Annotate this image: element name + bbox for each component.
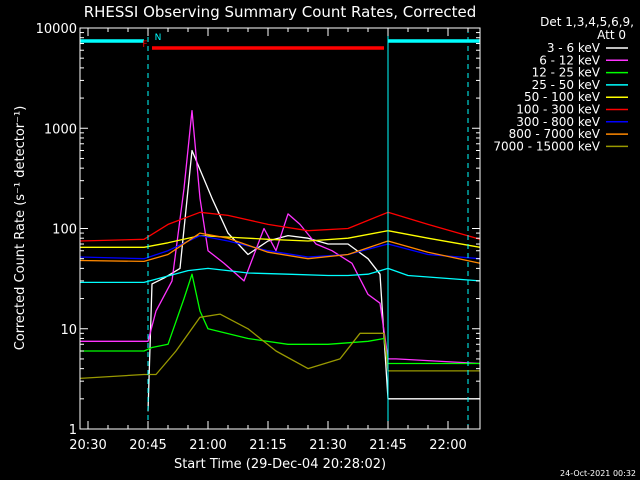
- legend-label-7000-15000-kev: 7000 - 15000 keV: [493, 139, 600, 153]
- legend-label-25-50-kev: 25 - 50 keV: [532, 78, 601, 92]
- series-line-6-12-kev: [80, 109, 481, 365]
- x-tick-label: 21:45: [369, 438, 406, 453]
- y-tick-label: 10000: [36, 22, 77, 37]
- series-layer: [79, 109, 481, 412]
- series-line-100-300-kev: [79, 211, 481, 242]
- y-tick-label: 1: [69, 423, 77, 438]
- series-line-300-800-kev: [79, 234, 481, 260]
- state-bar-layer: NF: [80, 33, 480, 50]
- series-line-3-6-kev: [147, 149, 480, 412]
- series-line-7000-15000-kev: [79, 313, 480, 380]
- chart-title: RHESSI Observing Summary Count Rates, Co…: [84, 3, 477, 21]
- y-tick-labels: 1 10 100 1000 10000: [36, 22, 77, 438]
- x-axis-label: Start Time (29-Dec-04 20:28:02): [174, 457, 386, 472]
- x-tick-label: 20:30: [69, 438, 106, 453]
- legend-title-line-1: Det 1,3,4,5,6,9,: [540, 15, 634, 29]
- legend-title-line-2: Att 0: [597, 28, 626, 42]
- y-tick-label: 1000: [44, 122, 77, 137]
- y-tick-label: 100: [52, 223, 77, 238]
- legend-label-800-7000-kev: 800 - 7000 keV: [509, 127, 601, 141]
- legend-label-3-6-kev: 3 - 6 keV: [547, 41, 601, 55]
- x-tick-label: 21:00: [189, 438, 226, 453]
- state-bar-label-n: N: [155, 33, 162, 43]
- legend-label-100-300-kev: 100 - 300 keV: [516, 103, 600, 117]
- state-bar-label-f: F: [142, 40, 147, 50]
- x-tick-label: 21:30: [309, 438, 346, 453]
- series-line-50-100-kev: [80, 230, 481, 248]
- x-tick-labels: 20:30 20:45 21:00 21:15 21:30 21:45 22:00: [69, 438, 466, 453]
- markers-layer: [147, 28, 469, 429]
- legend-label-300-800-kev: 300 - 800 keV: [516, 115, 600, 129]
- series-line-800-7000-kev: [79, 232, 481, 264]
- series-line-25-50-kev: [80, 267, 481, 284]
- axis-ticks: [80, 27, 480, 430]
- legend-label-6-12-kev: 6 - 12 keV: [539, 53, 601, 67]
- legend-label-12-25-kev: 12 - 25 keV: [532, 66, 601, 80]
- timestamp: 24-Oct-2021 00:32: [560, 469, 636, 478]
- y-axis-label: Corrected Count Rate (s⁻¹ detector⁻¹): [13, 106, 28, 351]
- x-tick-label: 20:45: [129, 438, 166, 453]
- x-tick-label: 22:00: [429, 438, 466, 453]
- y-tick-label: 10: [60, 323, 77, 338]
- series-line-12-25-kev: [80, 273, 480, 365]
- legend-label-50-100-kev: 50 - 100 keV: [524, 90, 601, 104]
- x-tick-label: 21:15: [249, 438, 286, 453]
